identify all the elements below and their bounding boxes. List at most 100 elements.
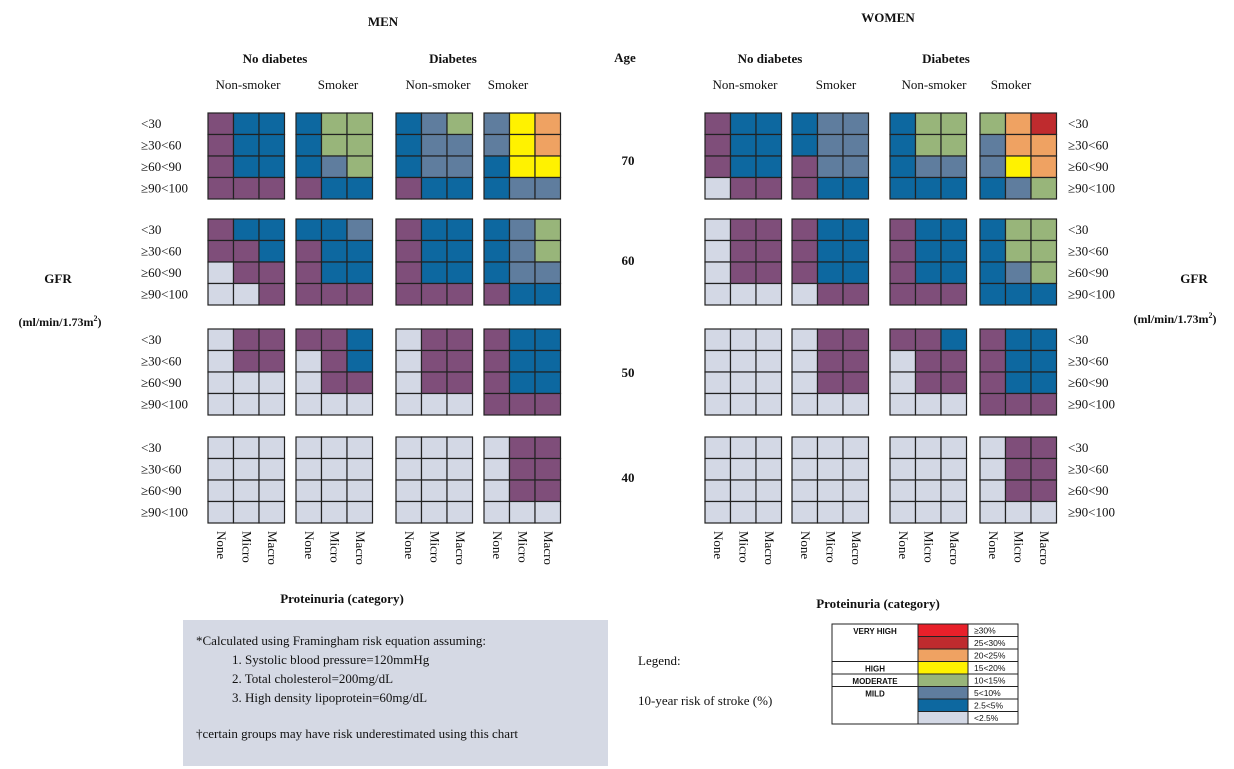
risk-cell-men-age50-r1-c5 [346,349,374,373]
risk-cell-men-age40-r1-c3 [295,457,323,481]
risk-cell-men-age60-r2-c7 [420,261,448,285]
risk-cell-women-age50-r3-c2 [755,392,783,416]
risk-cell-women-age40-r1-c2 [755,457,783,481]
gfr-row-label: ≥30<60 [141,354,181,369]
risk-cell-women-age50-r3-c5 [842,392,870,416]
risk-cell-women-age40-r3-c0 [704,500,732,524]
risk-cell-women-age70-r3-c10 [1004,176,1032,200]
risk-cell-men-age60-r0-c10 [508,218,536,242]
risk-cell-women-age60-r0-c2 [755,218,783,242]
gfr-row-label: ≥60<90 [1068,159,1108,174]
proteinuria-label: Micro [1011,531,1026,563]
risk-cell-men-age50-r0-c0 [207,328,235,352]
risk-cell-men-age70-r3-c0 [207,176,235,200]
age-label: 40 [622,470,635,485]
risk-cell-men-age70-r1-c10 [508,133,536,157]
risk-cell-women-age60-r3-c8 [940,282,968,306]
legend-category-label: MODERATE [852,677,898,686]
risk-cell-men-age40-r2-c6 [395,479,423,503]
risk-cell-women-age60-r1-c3 [791,239,819,263]
risk-cell-women-age40-r2-c4 [816,479,844,503]
condition-header: Diabetes [922,51,970,66]
risk-cell-women-age60-r0-c9 [979,218,1007,242]
gfr-row-label: ≥30<60 [141,244,181,259]
gfr-unit-text: (ml/min/1.73m [1134,312,1209,326]
risk-cell-women-age40-r1-c1 [729,457,757,481]
risk-cell-men-age50-r2-c1 [232,371,260,395]
risk-cell-women-age40-r1-c9 [979,457,1007,481]
risk-cell-men-age60-r2-c6 [395,261,423,285]
risk-cell-women-age60-r3-c4 [816,282,844,306]
risk-cell-women-age60-r2-c1 [729,261,757,285]
risk-cell-men-age40-r1-c0 [207,457,235,481]
risk-cell-men-age60-r0-c4 [320,218,348,242]
risk-cell-women-age40-r3-c7 [914,500,942,524]
risk-cell-men-age70-r2-c0 [207,155,235,179]
risk-cell-men-age60-r1-c1 [232,239,260,263]
risk-cell-men-age40-r3-c8 [446,500,474,524]
risk-cell-men-age40-r1-c10 [508,457,536,481]
risk-cell-men-age70-r3-c8 [446,176,474,200]
risk-cell-women-age50-r2-c5 [842,371,870,395]
risk-cell-women-age40-r0-c3 [791,436,819,460]
risk-cell-women-age50-r0-c2 [755,328,783,352]
gfr-row-label: <30 [141,332,161,347]
risk-cell-women-age70-r2-c10 [1004,155,1032,179]
risk-cell-men-age70-r0-c8 [446,112,474,136]
risk-cell-women-age70-r2-c5 [842,155,870,179]
risk-cell-men-age50-r3-c6 [395,392,423,416]
smoking-header: Smoker [991,77,1032,92]
risk-cell-men-age50-r3-c10 [508,392,536,416]
gfr-unit-text: (ml/min/1.73m [19,315,94,329]
risk-cell-women-age60-r1-c1 [729,239,757,263]
risk-cell-men-age40-r2-c7 [420,479,448,503]
proteinuria-label: Micro [427,531,442,563]
risk-cell-women-age70-r3-c0 [704,176,732,200]
gfr-row-label: ≥90<100 [141,505,188,520]
risk-cell-women-age60-r2-c9 [979,261,1007,285]
risk-cell-men-age50-r0-c10 [508,328,536,352]
risk-cell-women-age40-r0-c7 [914,436,942,460]
risk-cell-men-age70-r3-c11 [534,176,562,200]
risk-cell-women-age60-r0-c1 [729,218,757,242]
risk-cell-women-age60-r2-c8 [940,261,968,285]
risk-cell-women-age60-r3-c3 [791,282,819,306]
risk-cell-men-age70-r2-c9 [483,155,511,179]
risk-cell-women-age70-r1-c10 [1004,133,1032,157]
age-header: Age [614,50,636,65]
legend-swatch [917,661,969,675]
risk-cell-men-age60-r3-c5 [346,282,374,306]
gfr-row-label: ≥90<100 [1068,505,1115,520]
legend-table: VERY HIGH ≥30% 25<30% 20<25% HIGH 15<20% MODER… [831,623,1019,725]
risk-cell-women-age40-r2-c2 [755,479,783,503]
risk-cell-women-age50-r2-c9 [979,371,1007,395]
risk-cell-women-age60-r0-c10 [1004,218,1032,242]
risk-cell-men-age40-r3-c6 [395,500,423,524]
risk-cell-men-age70-r3-c9 [483,176,511,200]
risk-cell-women-age50-r0-c5 [842,328,870,352]
risk-cell-men-age50-r0-c1 [232,328,260,352]
risk-cell-women-age50-r2-c8 [940,371,968,395]
risk-cell-women-age70-r3-c11 [1030,176,1058,200]
risk-cell-women-age70-r2-c9 [979,155,1007,179]
risk-cell-women-age40-r3-c2 [755,500,783,524]
risk-cell-men-age60-r3-c8 [446,282,474,306]
risk-cell-women-age60-r2-c2 [755,261,783,285]
legend-swatch [917,623,969,637]
risk-cell-women-age70-r3-c7 [914,176,942,200]
risk-cell-men-age40-r2-c8 [446,479,474,503]
risk-cell-men-age60-r3-c4 [320,282,348,306]
gfr-row-label: ≥60<90 [141,159,181,174]
risk-cell-men-age40-r3-c10 [508,500,536,524]
risk-cell-women-age40-r0-c8 [940,436,968,460]
risk-cell-men-age70-r0-c9 [483,112,511,136]
risk-cell-men-age50-r1-c4 [320,349,348,373]
legend-category-label: VERY HIGH [853,627,897,636]
risk-cell-men-age70-r3-c6 [395,176,423,200]
risk-cell-men-age70-r2-c11 [534,155,562,179]
risk-cell-women-age40-r3-c6 [889,500,917,524]
risk-cell-men-age70-r1-c7 [420,133,448,157]
risk-cell-men-age50-r0-c11 [534,328,562,352]
age-label: 70 [622,153,635,168]
risk-cell-men-age50-r1-c10 [508,349,536,373]
